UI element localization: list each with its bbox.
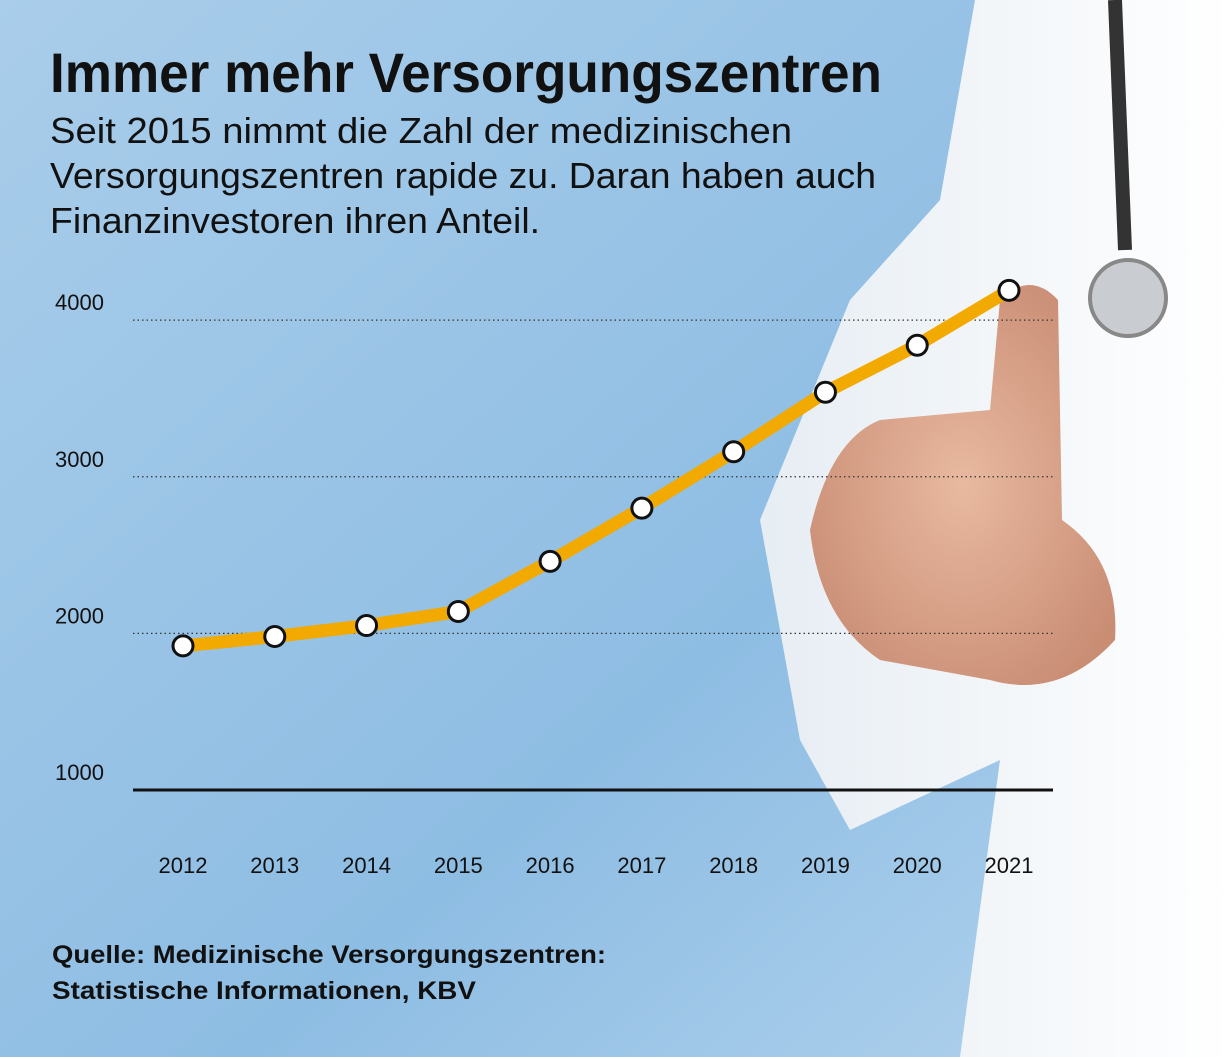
x-tick-label: 2013 — [250, 853, 299, 878]
line — [182, 284, 1013, 653]
stethoscope-head — [1088, 258, 1168, 338]
point — [171, 634, 195, 658]
x-tick-label: 2015 — [434, 853, 483, 878]
x-tick-label: 2014 — [342, 853, 391, 878]
subtitle: Versorgungszentren rapide zu. Daran habe… — [50, 155, 876, 196]
source: Statistische Informationen, KBV — [52, 977, 476, 1005]
point — [722, 440, 746, 464]
chart-title: Immer mehr Versorgungszentren — [50, 41, 882, 104]
hand — [810, 285, 1116, 685]
point — [446, 599, 470, 623]
point — [538, 549, 562, 573]
source: Quelle: Medizinische Versorgungszentren: — [52, 941, 606, 969]
point — [263, 625, 287, 649]
point — [905, 333, 929, 357]
x-tick-label: 2016 — [526, 853, 575, 878]
x-tick-label: 2018 — [709, 853, 758, 878]
y-tick-label: 4000 — [55, 290, 104, 315]
subtitle: Seit 2015 nimmt die Zahl der medizinisch… — [50, 110, 792, 151]
point — [630, 496, 654, 520]
y-tick-label: 2000 — [55, 603, 104, 628]
stethoscope — [1108, 0, 1132, 251]
x-tick-label: 2021 — [985, 853, 1034, 878]
y-tick-label: 3000 — [55, 447, 104, 472]
point — [355, 614, 379, 638]
x-tick-label: 2017 — [617, 853, 666, 878]
x-tick-label: 2019 — [801, 853, 850, 878]
x-tick-label: 2020 — [893, 853, 942, 878]
point — [997, 278, 1021, 302]
point — [813, 380, 837, 404]
subtitle: Finanzinvestoren ihren Anteil. — [50, 200, 540, 241]
y-tick-label: 1000 — [55, 760, 104, 785]
x-tick-label: 2012 — [159, 853, 208, 878]
